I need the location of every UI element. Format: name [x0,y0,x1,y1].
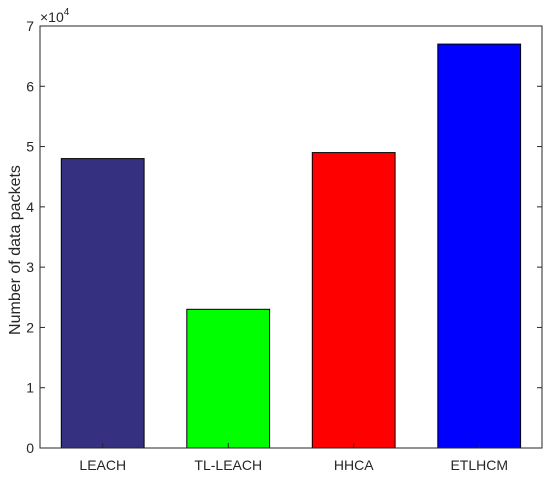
x-tick-label-etlhcm: ETLHCM [450,457,508,473]
bar-etlhcm [437,43,522,449]
y-tick-label: 5 [26,139,34,155]
axes-layer [39,25,543,449]
y-tick-label: 0 [26,440,34,456]
x-tick-label-hhca: HHCA [334,457,374,473]
bar-tl-leach [186,308,271,449]
x-tick-label-tl-leach: TL-LEACH [194,457,262,473]
y-tick-label: 7 [26,18,34,34]
y-axis-multiplier: ×104 [40,7,70,25]
y-tick-label: 1 [26,380,34,396]
axes-box [39,25,543,449]
y-tick-label: 2 [26,319,34,335]
y-tick-label: 6 [26,78,34,94]
ticks-layer: LEACH TL-LEACH HHCA ETLHCM 0 1 2 3 4 5 6 7 [26,18,542,473]
y-tick-label: 4 [26,199,34,215]
bar-leach [60,158,145,449]
y-tick-label: 3 [26,259,34,275]
bar-hhca [311,152,396,449]
y-axis-label: Number of data packets [7,165,24,335]
y-axis-multiplier-exponent: 4 [64,7,70,18]
x-tick-label-leach: LEACH [79,457,126,473]
bars-layer [60,43,522,449]
y-axis-multiplier-base: ×10 [40,9,64,25]
